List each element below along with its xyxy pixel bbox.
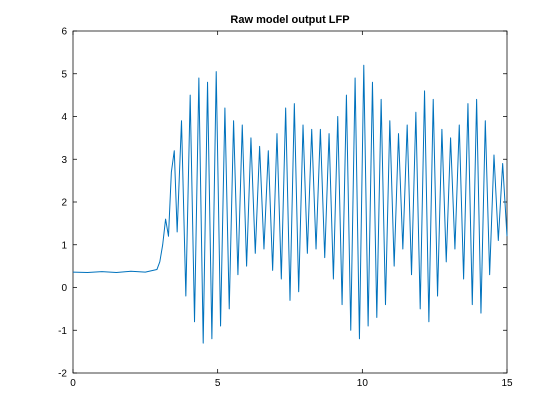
- y-tick-label: 5: [61, 69, 67, 80]
- y-tick-label: -2: [58, 369, 67, 380]
- y-tick-label: 0: [61, 283, 67, 294]
- x-tick-label: 15: [501, 378, 513, 389]
- y-tick-label: 2: [61, 198, 67, 209]
- x-tick-label: 5: [215, 378, 221, 389]
- series-layer: [72, 64, 508, 344]
- chart-title: Raw model output LFP: [230, 14, 350, 26]
- axes-box: [72, 30, 508, 374]
- x-tick-label: 10: [357, 378, 369, 389]
- y-tick-label: 3: [61, 155, 67, 166]
- y-tick-label: -1: [58, 326, 67, 337]
- y-tick-label: 4: [61, 112, 67, 123]
- ticks-layer: 0 5 10 15 -2 -1 0 1 2 3 4 5 6: [58, 27, 513, 390]
- y-tick-label: 6: [61, 27, 67, 38]
- x-tick-label: 0: [70, 378, 76, 389]
- lfp-series-line: [72, 64, 508, 344]
- y-tick-label: 1: [61, 240, 67, 251]
